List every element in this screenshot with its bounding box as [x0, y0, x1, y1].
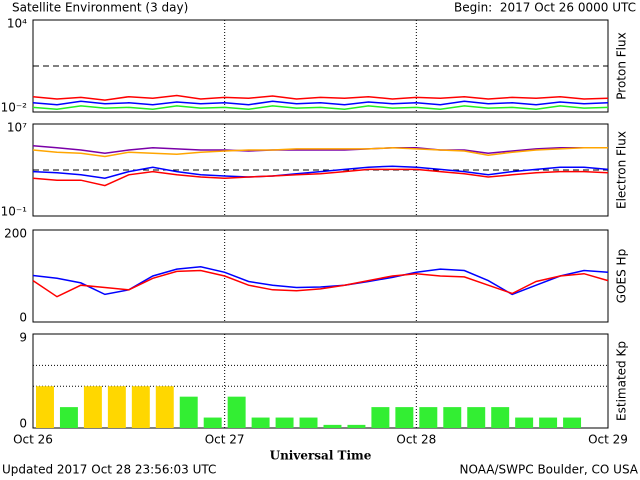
bar	[395, 407, 414, 428]
series-line	[32, 100, 609, 106]
bar	[299, 417, 318, 428]
y-axis-label: GOES Hp	[615, 249, 629, 303]
bar	[539, 417, 558, 428]
bar	[491, 407, 510, 428]
x-axis-label: Universal Time	[270, 449, 372, 463]
bar	[179, 396, 198, 428]
bar	[467, 407, 486, 428]
y-tick-label: 0	[19, 311, 27, 325]
x-tick-label: Oct 27	[205, 433, 245, 447]
x-tick-label: Oct 28	[396, 433, 436, 447]
title: Satellite Environment (3 day)	[12, 1, 188, 15]
series-line	[32, 168, 609, 187]
series-line	[32, 94, 609, 101]
series-line	[32, 147, 608, 158]
bar	[515, 417, 534, 428]
bar	[107, 386, 126, 428]
bar	[59, 407, 78, 428]
series-line	[32, 266, 609, 296]
bar	[83, 386, 102, 428]
plot-frame	[32, 333, 609, 429]
bar	[131, 386, 150, 428]
bar	[443, 407, 462, 428]
y-tick-label: 10⁻¹	[1, 205, 28, 219]
x-tick-label: Oct 29	[588, 433, 628, 447]
y-tick-label: 0	[19, 417, 27, 431]
y-tick-label: 10⁷	[7, 121, 27, 135]
bar	[36, 386, 54, 428]
updated: Updated 2017 Oct 28 23:56:03 UTC	[2, 463, 216, 477]
series-line	[32, 105, 609, 111]
bar	[227, 396, 246, 428]
bar	[563, 417, 582, 428]
bar	[275, 417, 294, 428]
y-tick-label: 200	[4, 227, 27, 241]
y-axis-label: Estimated Kp	[615, 341, 629, 421]
bar	[323, 424, 342, 428]
y-tick-label: 10⁴	[7, 17, 27, 31]
bar	[371, 407, 390, 428]
series-line	[32, 165, 609, 179]
series-line	[32, 144, 608, 154]
bar	[203, 417, 222, 428]
y-tick-label: 9	[19, 331, 27, 345]
series-line	[32, 269, 609, 298]
y-axis-label: Proton Flux	[615, 32, 629, 99]
plot-frame	[32, 229, 609, 323]
y-axis-label: Electron Flux	[615, 131, 629, 209]
bar	[347, 424, 366, 428]
bar	[419, 407, 438, 428]
x-tick-label: Oct 26	[13, 433, 53, 447]
y-tick-label: 10⁻²	[1, 101, 28, 115]
bar	[251, 417, 270, 428]
credit: NOAA/SWPC Boulder, CO USA	[460, 463, 639, 477]
bar	[155, 386, 174, 428]
begin-time: Begin: 2017 Oct 26 0000 UTC	[454, 1, 636, 15]
